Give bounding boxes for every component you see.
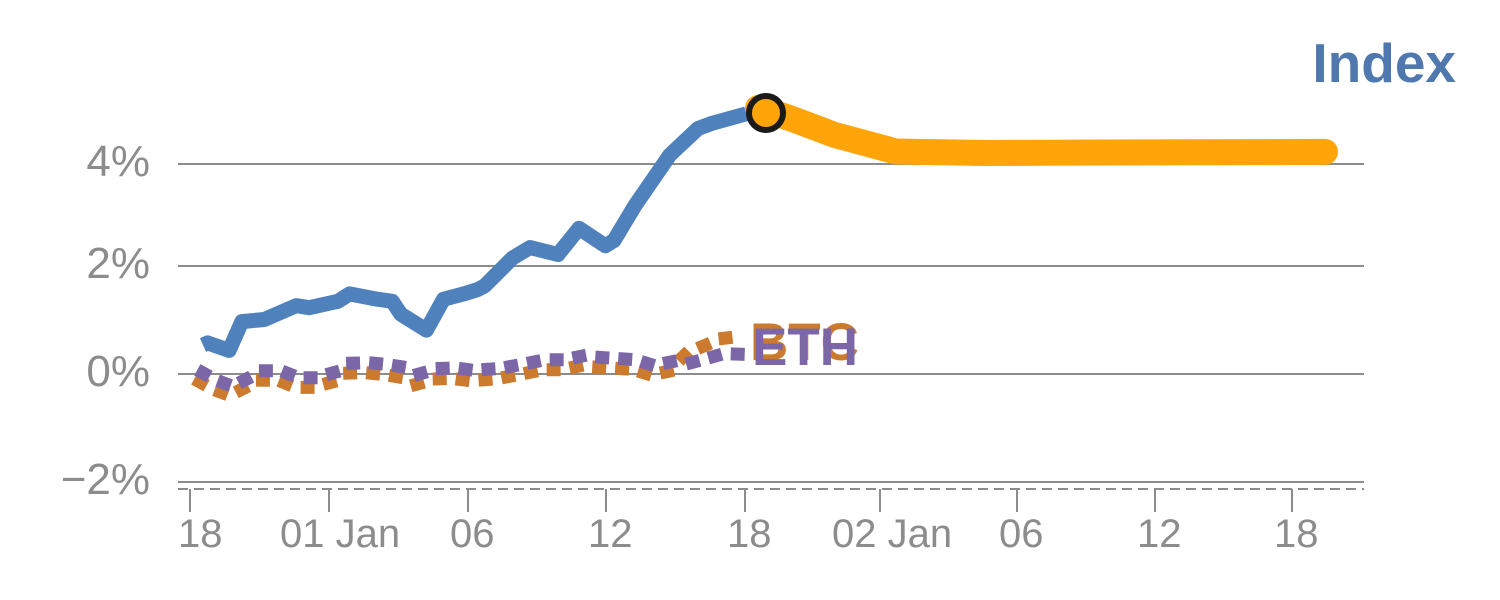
svg-text:18: 18: [1274, 512, 1319, 556]
svg-text:06: 06: [450, 512, 495, 556]
svg-text:01 Jan: 01 Jan: [280, 512, 400, 556]
svg-text:0%: 0%: [86, 347, 150, 396]
svg-text:4%: 4%: [86, 137, 150, 186]
svg-text:18: 18: [178, 512, 223, 556]
svg-text:18: 18: [727, 512, 772, 556]
svg-text:02 Jan: 02 Jan: [832, 512, 952, 556]
svg-text:06: 06: [999, 512, 1044, 556]
svg-text:−2%: −2%: [61, 455, 150, 504]
svg-text:12: 12: [588, 512, 633, 556]
svg-text:Index: Index: [1312, 32, 1456, 94]
svg-text:12: 12: [1137, 512, 1182, 556]
svg-text:2%: 2%: [86, 239, 150, 288]
svg-text:ETH: ETH: [752, 318, 858, 377]
